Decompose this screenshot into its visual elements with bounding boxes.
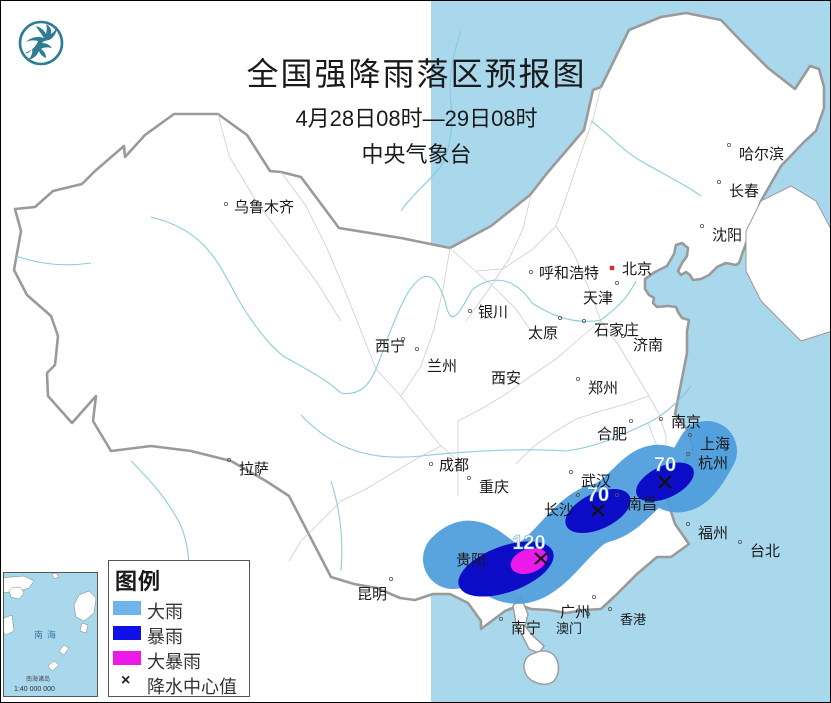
- svg-text:南海诸岛: 南海诸岛: [26, 675, 50, 683]
- svg-text:南海: 南海: [34, 629, 60, 640]
- svg-text:1:40 000 000: 1:40 000 000: [14, 686, 55, 693]
